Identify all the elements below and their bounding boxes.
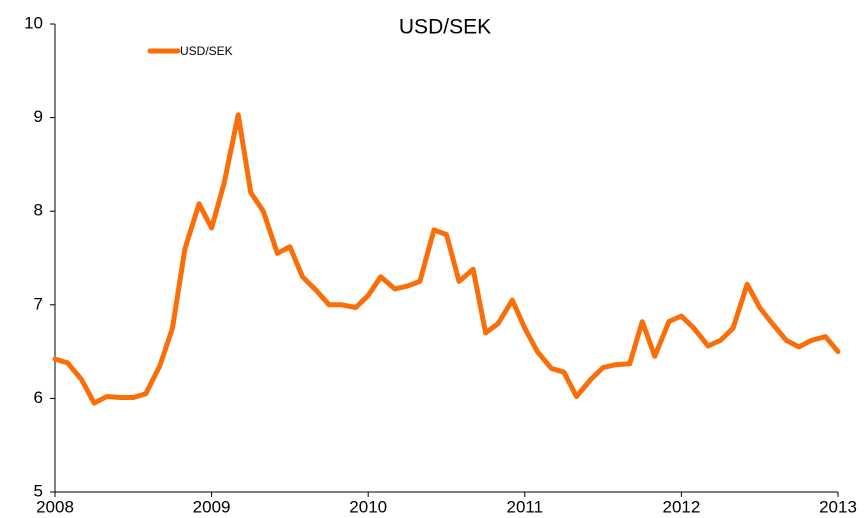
data-line	[52, 112, 841, 406]
y-tick-label: 10	[24, 13, 43, 32]
y-tick-label: 9	[34, 107, 43, 126]
y-tick-label: 5	[34, 481, 43, 500]
chart-title: USD/SEK	[399, 16, 491, 39]
x-tick-label: 2009	[193, 497, 231, 516]
x-tick-label: 2008	[36, 497, 74, 516]
x-tick-label: 2010	[349, 497, 387, 516]
x-tick-label: 2012	[662, 497, 700, 516]
x-tick-label: 2013	[819, 497, 857, 516]
legend-label: USD/SEK	[180, 44, 233, 58]
x-tick-label: 2011	[507, 497, 544, 516]
y-tick-label: 7	[34, 294, 43, 313]
y-tick-label: 8	[34, 201, 43, 220]
y-tick-label: 6	[34, 388, 43, 407]
